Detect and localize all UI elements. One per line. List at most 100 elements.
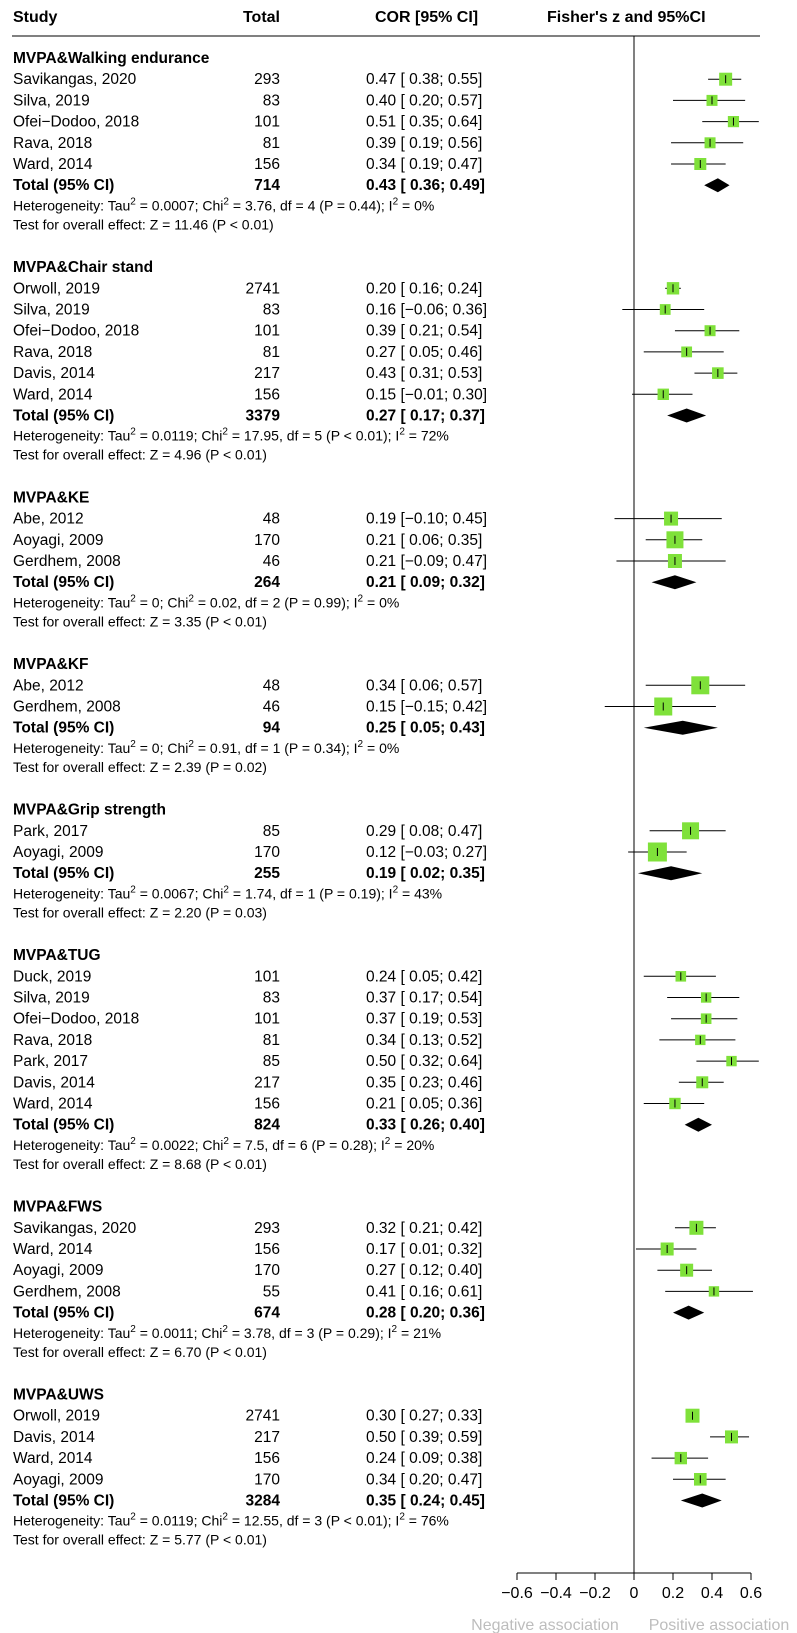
study-cor-ci: 0.24 [ 0.09; 0.38] bbox=[366, 1450, 482, 1467]
study-total: 170 bbox=[254, 1262, 280, 1279]
study-cor-ci: 0.37 [ 0.19; 0.53] bbox=[366, 1011, 482, 1028]
group-title: MVPA&KE bbox=[13, 489, 89, 506]
study-total: 48 bbox=[263, 677, 280, 694]
study-cor-ci: 0.24 [ 0.05; 0.42] bbox=[366, 968, 482, 985]
negative-association-label: Negative association bbox=[471, 1617, 619, 1633]
pooled-diamond bbox=[643, 720, 718, 735]
study-total: 156 bbox=[254, 1096, 280, 1113]
study-cor-ci: 0.50 [ 0.39; 0.59] bbox=[366, 1429, 482, 1446]
study-name: Ofei−Dodoo, 2018 bbox=[13, 323, 139, 340]
study-total: 2741 bbox=[246, 280, 280, 297]
axis-tick-label: 0.6 bbox=[740, 1585, 762, 1602]
study-name: Rava, 2018 bbox=[13, 135, 92, 152]
heterogeneity-text: Heterogeneity: Tau2 = 0.0022; Chi2 = 7.5… bbox=[13, 1136, 434, 1153]
study-total: 217 bbox=[254, 1074, 280, 1091]
study-total: 101 bbox=[254, 323, 280, 340]
study-total: 83 bbox=[263, 990, 280, 1007]
study-name: Savikangas, 2020 bbox=[13, 71, 137, 88]
overall-effect-text: Test for overall effect: Z = 4.96 (P < 0… bbox=[13, 447, 267, 463]
study-name: Davis, 2014 bbox=[13, 365, 95, 382]
total-cor-ci: 0.33 [ 0.26; 0.40] bbox=[366, 1117, 485, 1134]
study-total: 293 bbox=[254, 1220, 280, 1237]
study-name: Ward, 2014 bbox=[13, 1096, 93, 1113]
study-name: Aoyagi, 2009 bbox=[13, 1262, 104, 1279]
study-cor-ci: 0.50 [ 0.32; 0.64] bbox=[366, 1053, 482, 1070]
study-name: Gerdhem, 2008 bbox=[13, 699, 121, 716]
study-name: Rava, 2018 bbox=[13, 1032, 92, 1049]
study-cor-ci: 0.19 [−0.10; 0.45] bbox=[366, 511, 487, 528]
study-total: 83 bbox=[263, 92, 280, 109]
total-label: Total (95% CI) bbox=[13, 1493, 114, 1510]
study-total: 170 bbox=[254, 1471, 280, 1488]
study-total: 101 bbox=[254, 1011, 280, 1028]
study-cor-ci: 0.34 [ 0.06; 0.57] bbox=[366, 677, 482, 694]
axis-tick-label: 0 bbox=[630, 1585, 639, 1602]
study-total: 170 bbox=[254, 532, 280, 549]
study-name: Ward, 2014 bbox=[13, 1450, 93, 1467]
study-total: 101 bbox=[254, 968, 280, 985]
study-cor-ci: 0.51 [ 0.35; 0.64] bbox=[366, 114, 482, 131]
study-total: 101 bbox=[254, 114, 280, 131]
study-rows: MVPA&Walking endurance Savikangas, 2020 29… bbox=[13, 50, 487, 1548]
axis-tick-label: −0.2 bbox=[579, 1585, 611, 1602]
study-name: Rava, 2018 bbox=[13, 344, 92, 361]
study-cor-ci: 0.15 [−0.15; 0.42] bbox=[366, 699, 487, 716]
group-title: MVPA&UWS bbox=[13, 1387, 104, 1404]
header-cor: COR [95% CI] bbox=[375, 9, 478, 26]
study-cor-ci: 0.20 [ 0.16; 0.24] bbox=[366, 280, 482, 297]
study-total: 217 bbox=[254, 365, 280, 382]
study-cor-ci: 0.21 [ 0.05; 0.36] bbox=[366, 1096, 482, 1113]
total-label: Total (95% CI) bbox=[13, 1117, 114, 1134]
study-name: Davis, 2014 bbox=[13, 1074, 95, 1091]
axis-tick-label: −0.6 bbox=[501, 1585, 533, 1602]
plot-marks bbox=[604, 72, 759, 1508]
positive-association-label: Positive association bbox=[649, 1617, 790, 1633]
study-cor-ci: 0.29 [ 0.08; 0.47] bbox=[366, 823, 482, 840]
study-name: Ward, 2014 bbox=[13, 1241, 93, 1258]
group-title: MVPA&Walking endurance bbox=[13, 50, 210, 67]
study-total: 156 bbox=[254, 1241, 280, 1258]
study-name: Savikangas, 2020 bbox=[13, 1220, 137, 1237]
total-cor-ci: 0.25 [ 0.05; 0.43] bbox=[366, 720, 485, 737]
pooled-diamond bbox=[704, 178, 730, 193]
study-total: 217 bbox=[254, 1429, 280, 1446]
study-total: 156 bbox=[254, 156, 280, 173]
study-total: 156 bbox=[254, 1450, 280, 1467]
header-fishers-z: Fisher's z and 95%CI bbox=[547, 9, 706, 26]
pooled-diamond bbox=[651, 575, 697, 590]
study-total: 85 bbox=[263, 1053, 280, 1070]
study-name: Ofei−Dodoo, 2018 bbox=[13, 1011, 139, 1028]
study-name: Silva, 2019 bbox=[13, 990, 90, 1007]
study-total: 81 bbox=[263, 135, 280, 152]
heterogeneity-text: Heterogeneity: Tau2 = 0.0067; Chi2 = 1.7… bbox=[13, 884, 442, 901]
study-cor-ci: 0.47 [ 0.38; 0.55] bbox=[366, 71, 482, 88]
total-n: 264 bbox=[254, 574, 280, 591]
study-name: Ward, 2014 bbox=[13, 156, 93, 173]
study-name: Ofei−Dodoo, 2018 bbox=[13, 114, 139, 131]
total-cor-ci: 0.21 [ 0.09; 0.32] bbox=[366, 574, 485, 591]
study-total: 48 bbox=[263, 511, 280, 528]
study-total: 83 bbox=[263, 302, 280, 319]
pooled-diamond bbox=[673, 1305, 705, 1320]
overall-effect-text: Test for overall effect: Z = 5.77 (P < 0… bbox=[13, 1532, 267, 1548]
total-label: Total (95% CI) bbox=[13, 574, 114, 591]
study-cor-ci: 0.12 [−0.03; 0.27] bbox=[366, 844, 487, 861]
total-n: 674 bbox=[254, 1305, 280, 1322]
study-cor-ci: 0.34 [ 0.13; 0.52] bbox=[366, 1032, 482, 1049]
overall-effect-text: Test for overall effect: Z = 3.35 (P < 0… bbox=[13, 613, 267, 629]
study-total: 156 bbox=[254, 386, 280, 403]
study-name: Silva, 2019 bbox=[13, 92, 90, 109]
group-title: MVPA&TUG bbox=[13, 947, 101, 964]
study-name: Abe, 2012 bbox=[13, 511, 84, 528]
study-total: 46 bbox=[263, 553, 280, 570]
study-name: Aoyagi, 2009 bbox=[13, 1471, 104, 1488]
group-title: MVPA&KF bbox=[13, 656, 89, 673]
total-n: 94 bbox=[263, 720, 281, 737]
study-total: 55 bbox=[263, 1283, 280, 1300]
study-name: Gerdhem, 2008 bbox=[13, 553, 121, 570]
study-cor-ci: 0.17 [ 0.01; 0.32] bbox=[366, 1241, 482, 1258]
overall-effect-text: Test for overall effect: Z = 8.68 (P < 0… bbox=[13, 1156, 267, 1172]
study-cor-ci: 0.21 [−0.09; 0.47] bbox=[366, 553, 487, 570]
axis-tick-label: 0.4 bbox=[701, 1585, 723, 1602]
study-total: 170 bbox=[254, 844, 280, 861]
